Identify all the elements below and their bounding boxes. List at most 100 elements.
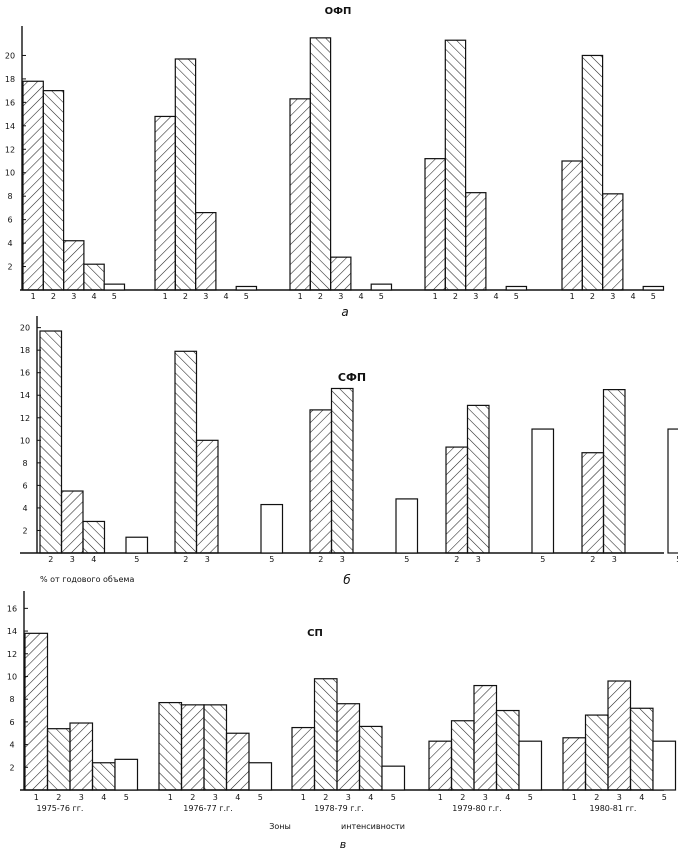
zone-tick-label: 4 [235,793,240,802]
zone-tick-label: 1 [168,793,173,802]
zone-tick-label: 4 [92,292,97,301]
period-label-5: 1980-81 гг. [590,804,637,813]
y-tick-label: 8 [9,695,14,704]
period-label-3: 1978-79 г.г. [314,804,363,813]
zone-tick-label: 2 [190,793,195,802]
zone-tick-label: 2 [460,793,465,802]
bar [518,740,543,791]
zone-tick-label: 5 [269,555,274,564]
zone-tick-label: 5 [651,292,656,301]
zone-tick-label: 3 [71,292,76,301]
bar [602,389,626,554]
y-tick-label: 12 [5,145,15,154]
y-tick-label: 2 [22,526,27,535]
zone-tick-label: 5 [112,292,117,301]
bar [381,765,406,791]
y-tick-label: 16 [7,604,17,613]
zone-tick-label: 2 [318,292,323,301]
zone-tick-label: 5 [540,555,545,564]
zone-tick-label: 3 [213,793,218,802]
y-tick-label: 8 [7,192,12,201]
zone-tick-label: 3 [79,793,84,802]
bar [291,726,316,791]
bar [505,285,528,291]
zone-tick-label: 3 [612,555,617,564]
bar [629,707,654,791]
zone-tick-label: 5 [134,555,139,564]
y-tick-label: 10 [7,672,17,681]
bar [39,330,63,554]
panel-c-label: в [340,838,346,851]
x-axis-label-zones: Зоны [269,822,291,831]
bar [445,446,469,554]
zone-tick-label: 5 [676,555,678,564]
bar [424,158,446,291]
bar [62,240,85,291]
bar [203,704,228,791]
bar [584,714,609,791]
zone-tick-label: 3 [610,292,615,301]
panel-b-label: б [343,573,351,587]
zone-tick-label: 1 [570,292,575,301]
bar [83,263,105,291]
bar [450,720,475,791]
y-tick-label: 10 [20,436,30,445]
bar [225,732,250,791]
y-tick-label: 18 [5,75,15,84]
bar [581,452,605,554]
zone-tick-label: 5 [391,793,396,802]
zone-tick-label: 3 [340,555,345,564]
bar [642,285,665,291]
zone-tick-label: 3 [483,793,488,802]
zone-tick-label: 4 [91,555,96,564]
bar [395,498,419,554]
y-tick-label: 16 [20,369,30,378]
zone-tick-label: 3 [205,555,210,564]
bar [309,409,333,554]
zone-tick-label: 3 [617,793,622,802]
x-axis-label-intensity: интенсивности [341,822,405,831]
zone-tick-label: 3 [473,292,478,301]
y-tick-label: 20 [5,51,15,60]
y-tick-label: 12 [7,650,17,659]
zone-tick-label: 1 [163,292,168,301]
bar [69,722,94,791]
zone-tick-label: 1 [433,292,438,301]
y-tick-label: 8 [22,459,27,468]
zone-tick-label: 4 [505,793,510,802]
bar [330,256,352,291]
y-tick-label: 12 [20,414,30,423]
bar [309,37,332,291]
bar [330,387,354,554]
zone-tick-label: 4 [224,292,229,301]
zone-tick-label: 1 [438,793,443,802]
zone-tick-label: 4 [631,292,636,301]
zone-tick-label: 5 [124,793,129,802]
panel-b-sfp: 2 4 6 8 10 12 14 16 18 20 2 3 4 5 2 3 5 2 3 5 2 3 5 2 3 5 [20,316,678,564]
bar [601,193,624,291]
y-tick-label: 4 [22,504,27,513]
period-labels: 1975-76 гг. 1976-77 г.г. 1978-79 г.г. 19… [37,804,637,813]
bar [358,725,383,791]
zone-tick-label: 2 [318,555,323,564]
period-label-2: 1976-77 г.г. [183,804,232,813]
zone-tick-label: 2 [48,555,53,564]
bar [22,80,44,291]
bar [195,439,219,554]
zone-tick-label: 5 [404,555,409,564]
bar [42,90,65,291]
bar [313,678,338,791]
bar [91,762,116,791]
zone-tick-label: 2 [454,555,459,564]
bar [195,212,217,291]
bar [370,283,393,291]
y-tick-label: 6 [7,216,12,225]
zone-tick-label: 2 [183,292,188,301]
period-label-4: 1979-80 г.г. [452,804,501,813]
bar [103,283,126,291]
bar [174,58,197,291]
bar [667,428,678,554]
y-tick-label: 18 [20,346,30,355]
zone-tick-label: 4 [494,292,499,301]
